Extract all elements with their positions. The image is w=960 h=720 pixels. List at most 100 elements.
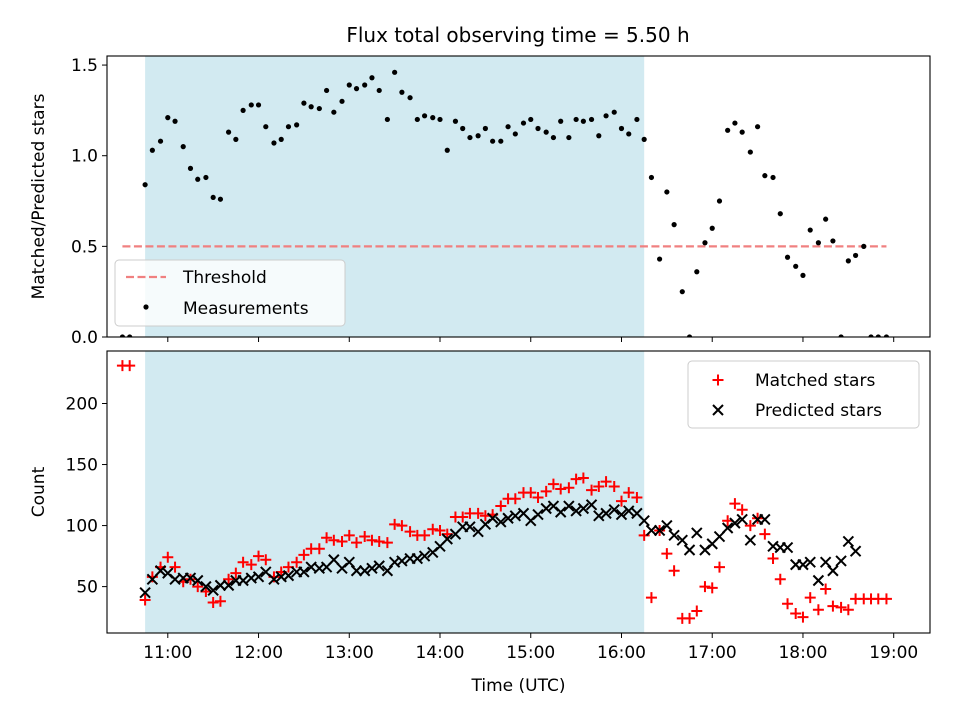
measurement-point — [725, 127, 731, 133]
y-axis-label: Matched/Predicted stars — [29, 93, 49, 299]
measurement-point — [498, 138, 504, 144]
matched-point — [691, 605, 703, 617]
predicted-point — [615, 508, 628, 521]
y-tick-label: 50 — [76, 578, 98, 598]
matched-point — [782, 598, 794, 610]
matched-point — [827, 600, 839, 612]
measurement-point — [702, 240, 708, 246]
measurement-point — [467, 134, 473, 141]
legend-matched-label: Matched stars — [755, 371, 875, 391]
predicted-point — [849, 545, 862, 557]
measurement-point — [490, 138, 496, 144]
matched-point — [804, 592, 816, 604]
measurement-point — [566, 134, 572, 141]
measurement-point — [762, 173, 768, 179]
measurement-point — [421, 113, 428, 119]
x-tick-label: 18:00 — [778, 643, 827, 663]
matched-point — [668, 565, 680, 577]
matched-point — [214, 595, 226, 607]
matched-point — [586, 484, 598, 496]
measurement-point — [460, 125, 466, 132]
predicted-point — [721, 522, 734, 534]
predicted-point — [645, 524, 658, 537]
predicted-point — [554, 506, 567, 518]
axes-frame — [106, 350, 931, 634]
measurement-point — [369, 75, 375, 81]
predicted-point — [585, 499, 598, 511]
measurement-point — [588, 116, 595, 123]
measurement-point — [739, 129, 745, 135]
predicted-point — [676, 534, 688, 546]
measurement-point — [278, 136, 284, 142]
measurement-point — [732, 120, 738, 126]
axes-frame — [106, 55, 931, 338]
measurement-point — [430, 115, 436, 121]
predicted-point — [139, 587, 151, 599]
measurement-point — [558, 118, 564, 124]
measurement-point — [149, 147, 155, 153]
matched-point — [540, 485, 552, 497]
measurement-point — [210, 194, 216, 201]
legend-bottom: Matched stars Predicted stars — [687, 360, 920, 429]
matched-point — [600, 476, 612, 488]
predicted-point — [540, 502, 552, 515]
measurement-point — [452, 118, 459, 124]
measurement-point — [240, 107, 246, 113]
measurement-point — [823, 216, 829, 222]
legend-measurements-swatch — [143, 304, 149, 310]
matched-point — [608, 481, 620, 493]
matched-point — [706, 582, 718, 594]
predicted-point — [593, 510, 605, 522]
predicted-point — [268, 573, 280, 585]
matched-point — [767, 553, 779, 565]
measurement-point — [686, 334, 693, 337]
predicted-point — [502, 512, 514, 524]
matched-point — [260, 554, 272, 566]
matched-point — [623, 487, 635, 499]
legend-threshold-label: Threshold — [182, 268, 267, 288]
matched-point — [298, 549, 310, 561]
measurement-point — [641, 136, 647, 142]
measurement-point — [217, 196, 224, 202]
matched-point — [532, 491, 544, 503]
measurement-point — [339, 98, 345, 104]
measurement-point — [225, 129, 232, 135]
measurement-point — [656, 256, 663, 262]
predicted-point — [350, 565, 363, 577]
y-tick-label: 150 — [66, 456, 98, 476]
measurement-point — [596, 133, 602, 139]
predicted-point — [713, 530, 726, 543]
predicted-point — [328, 554, 340, 566]
predicted-point — [207, 584, 219, 596]
matched-point — [396, 520, 408, 532]
measurement-point — [407, 95, 413, 101]
measurement-point — [777, 211, 783, 217]
predicted-point — [577, 502, 590, 515]
predicted-point — [358, 565, 371, 577]
measurement-point — [353, 86, 360, 92]
measurement-point — [475, 133, 481, 139]
predicted-point — [441, 533, 453, 545]
predicted-point — [804, 556, 816, 568]
matched-point — [192, 581, 204, 593]
measurement-point — [203, 174, 209, 181]
predicted-point — [691, 527, 703, 539]
matched-point — [389, 518, 401, 530]
predicted-point — [418, 550, 431, 562]
measurement-point — [392, 69, 398, 75]
measurement-point — [868, 334, 874, 337]
measurement-point — [580, 118, 586, 124]
measurement-point — [883, 334, 890, 337]
measurement-point — [793, 263, 799, 269]
matched-point — [835, 601, 847, 613]
matched-point — [699, 581, 711, 593]
measurement-point — [376, 87, 382, 94]
legend-top: Threshold Measurements — [114, 259, 346, 327]
predicted-point — [396, 555, 408, 567]
measurement-point — [263, 124, 269, 130]
measurement-point — [294, 122, 300, 128]
chart-title: Flux total observing time = 5.50 h — [346, 23, 689, 47]
predicted-point — [192, 574, 204, 587]
measurement-point — [815, 240, 821, 246]
